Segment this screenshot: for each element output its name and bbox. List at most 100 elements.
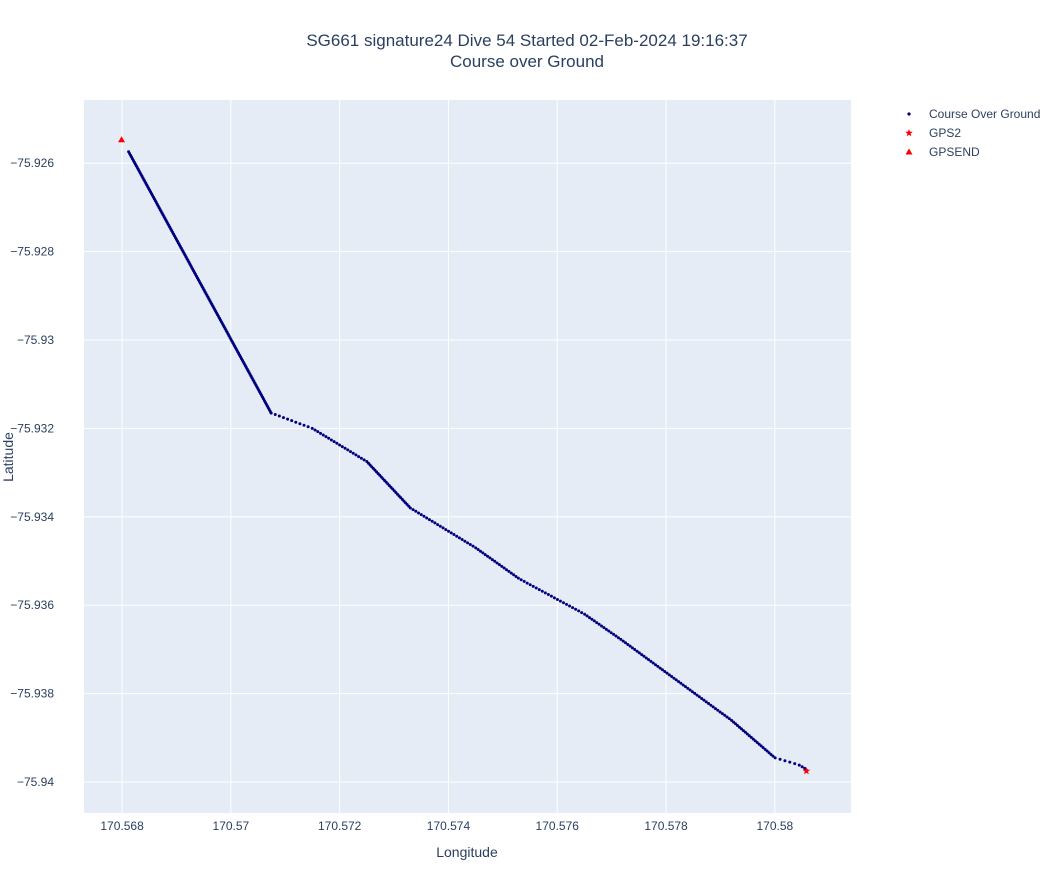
track-point	[411, 508, 415, 512]
track-point	[677, 680, 681, 684]
track-point	[693, 691, 697, 695]
track-point	[778, 757, 782, 761]
track-point	[351, 451, 355, 455]
track-point	[452, 533, 456, 537]
track-point	[449, 531, 453, 535]
track-point	[619, 637, 623, 641]
track-point	[630, 646, 634, 650]
track-point	[286, 417, 290, 421]
track-point	[463, 539, 467, 543]
track-point	[793, 762, 797, 766]
track-point	[269, 411, 273, 415]
track-point	[425, 516, 429, 520]
track-point	[757, 742, 761, 746]
x-tick-label: 170.568	[100, 819, 144, 833]
track-point	[500, 564, 504, 568]
track-point	[555, 597, 559, 601]
track-point	[497, 563, 501, 567]
track-point	[332, 440, 336, 444]
track-point	[290, 419, 294, 423]
track-point	[583, 612, 587, 616]
gps2-series	[802, 767, 811, 775]
track-point	[509, 571, 513, 575]
legend: Course Over Ground GPS2 GPSEND	[905, 107, 1040, 159]
track-point	[640, 653, 644, 657]
track-point	[338, 443, 342, 447]
track-point	[651, 661, 655, 665]
track-point	[310, 426, 314, 430]
track-point	[543, 591, 547, 595]
track-point	[607, 629, 611, 633]
track-point	[681, 683, 685, 687]
track-point	[441, 526, 445, 530]
track-point	[751, 737, 755, 741]
track-point	[549, 594, 553, 598]
track-point	[522, 579, 526, 583]
track-point	[690, 690, 694, 694]
track-point	[602, 626, 606, 630]
track-point	[318, 431, 322, 435]
track-point	[674, 678, 678, 682]
track-point	[417, 511, 421, 515]
track-point	[670, 675, 674, 679]
legend-marker-star	[905, 129, 913, 137]
track-point	[718, 710, 722, 714]
track-point	[585, 614, 589, 618]
track-point	[340, 445, 344, 449]
x-tick-label: 170.574	[427, 819, 471, 833]
track-point	[357, 455, 361, 459]
track-point	[298, 422, 302, 426]
track-point	[514, 574, 518, 578]
legend-item-course-over-ground[interactable]: Course Over Ground	[907, 107, 1040, 121]
legend-item-gpsend[interactable]: GPSEND	[905, 145, 981, 159]
track-point	[667, 673, 671, 677]
track-point	[767, 751, 771, 755]
track-point	[761, 746, 765, 750]
track-point	[642, 654, 646, 658]
track-point	[574, 607, 578, 611]
legend-label: Course Over Ground	[929, 107, 1040, 121]
track-point	[711, 705, 715, 709]
track-point	[490, 558, 494, 562]
x-tick-label: 170.58	[756, 819, 793, 833]
track-point	[658, 666, 662, 670]
y-gridlines	[84, 162, 851, 783]
track-point	[516, 576, 520, 580]
track-point	[769, 752, 773, 756]
track-point	[327, 436, 331, 440]
track-point	[788, 760, 792, 764]
track-point	[433, 521, 437, 525]
track-point	[743, 730, 747, 734]
track-point	[600, 624, 604, 628]
track-point	[493, 559, 497, 563]
track-point	[765, 749, 769, 753]
x-tick-label: 170.572	[318, 819, 362, 833]
track-point	[763, 747, 767, 751]
track-point	[739, 727, 743, 731]
track-point	[609, 631, 613, 635]
track-point	[735, 723, 739, 727]
track-point	[725, 715, 729, 719]
track-point	[302, 423, 306, 427]
legend-item-gps2[interactable]: GPS2	[905, 126, 961, 140]
track-point	[730, 718, 734, 722]
track-point	[546, 593, 550, 597]
track-point	[797, 763, 801, 767]
track-point	[686, 686, 690, 690]
track-point	[537, 588, 541, 592]
track-point	[688, 688, 692, 692]
track-point	[759, 744, 763, 748]
y-tick-label: −75.928	[10, 245, 54, 259]
legend-label: GPS2	[929, 126, 961, 140]
track-point	[700, 696, 704, 700]
track-point	[502, 566, 506, 570]
track-point	[408, 506, 412, 510]
track-point	[633, 648, 637, 652]
track-point	[476, 548, 480, 552]
track-point	[321, 433, 325, 437]
y-tick-label: −75.936	[10, 598, 54, 612]
gpsend-series	[118, 136, 126, 143]
x-gridlines	[121, 100, 776, 813]
y-tick-labels: −75.926 −75.928 −75.93 −75.932 −75.934 −75.93…	[10, 156, 54, 789]
